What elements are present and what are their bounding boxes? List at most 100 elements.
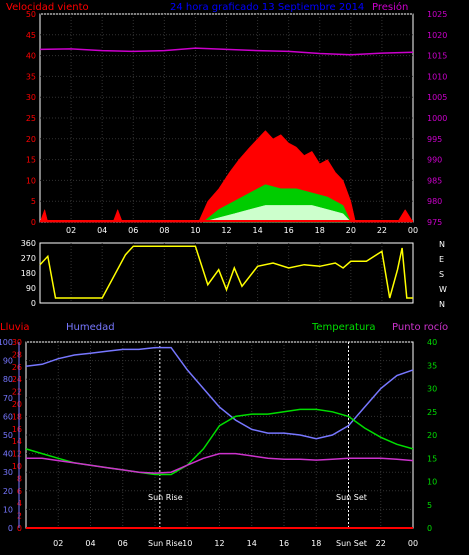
wind-direction-line [39, 245, 413, 299]
rain-y-tick: 20 [12, 400, 22, 409]
wind-x-tick: 10 [190, 226, 200, 235]
temperature-y-tick: 40 [427, 338, 437, 347]
wind-y-tick: 15 [26, 156, 36, 165]
humidity-x-tick: 18 [311, 539, 321, 548]
chart-title: 24 hora graficado 13 Septiembre 2014 [170, 2, 364, 13]
rain-y-tick: 10 [12, 462, 22, 471]
direction-compass-label: E [439, 255, 444, 264]
humidity-y-tick: 80 [3, 375, 13, 384]
humidity-x-tick: 10 [182, 539, 192, 548]
wind-x-tick: 22 [377, 226, 387, 235]
humidity-line [25, 346, 414, 440]
humidity-y-tick: 40 [3, 450, 13, 459]
rain-y-tick: 22 [12, 388, 22, 397]
wind-y-tick: 5 [31, 197, 36, 206]
sunrise-label: Sun Rise [148, 493, 183, 502]
direction-compass-label: N [439, 240, 445, 249]
rain-y-tick: 24 [12, 375, 22, 384]
wind-x-tick: 14 [252, 226, 262, 235]
humidity-y-tick: 20 [3, 487, 13, 496]
temperature-y-tick: 5 [427, 501, 432, 510]
wind-speed-label: Velocidad viento [6, 2, 89, 13]
wind-x-tick: 00 [408, 226, 418, 235]
pressure-y-tick: 1010 [427, 72, 447, 81]
rain-y-tick: 30 [12, 338, 22, 347]
direction-y-tick: 360 [21, 239, 36, 248]
direction-compass-label: N [439, 300, 445, 309]
rain-y-tick: 26 [12, 363, 22, 372]
pressure-y-tick: 1000 [427, 114, 447, 123]
sunset-label: Sun Set [336, 493, 367, 502]
wind-y-tick: 35 [26, 72, 36, 81]
wind-y-tick: 50 [26, 10, 36, 19]
pressure-y-tick: 995 [427, 135, 442, 144]
humidity-y-tick: 30 [3, 468, 13, 477]
humidity-x-tick: 02 [53, 539, 63, 548]
humidity-y-tick: 100 [0, 338, 13, 347]
humidity-x-tick: 06 [118, 539, 128, 548]
sunrise-axis-label: Sun Rise [148, 539, 183, 548]
humidity-x-tick: 12 [214, 539, 224, 548]
rain-y-tick: 0 [17, 524, 22, 533]
wind-x-tick: 04 [97, 226, 107, 235]
wind-x-tick: 12 [221, 226, 231, 235]
humidity-y-tick: 90 [3, 357, 13, 366]
temperature-y-tick: 35 [427, 361, 437, 370]
rain-label: Lluvia [0, 322, 30, 333]
wind-y-tick: 25 [26, 114, 36, 123]
direction-compass-label: W [439, 285, 447, 294]
humidity-label: Humedad [66, 322, 115, 333]
wind-y-tick: 30 [26, 93, 36, 102]
humidity-y-tick: 60 [3, 412, 13, 421]
dewpoint-line [26, 452, 414, 474]
rain-y-tick: 28 [12, 350, 22, 359]
pressure-y-tick: 1020 [427, 31, 447, 40]
wind-y-tick: 0 [31, 218, 36, 227]
humidity-x-tick: 00 [408, 539, 418, 548]
rain-y-tick: 16 [12, 425, 22, 434]
pressure-y-tick: 985 [427, 176, 442, 185]
dewpoint-label: Punto rocío [392, 321, 448, 333]
humidity-y-tick: 70 [3, 394, 13, 403]
direction-y-tick: 180 [21, 269, 36, 278]
temperature-y-tick: 30 [427, 385, 437, 394]
rain-y-tick: 14 [12, 437, 22, 446]
pressure-label: Presión [372, 1, 408, 13]
temperature-y-tick: 0 [427, 524, 432, 533]
temperature-y-tick: 20 [427, 431, 437, 440]
temperature-y-tick: 10 [427, 478, 437, 487]
temperature-y-tick: 25 [427, 408, 437, 417]
humidity-x-tick: 16 [279, 539, 289, 548]
wind-x-tick: 02 [66, 226, 76, 235]
humidity-y-tick: 10 [3, 505, 13, 514]
wind-x-tick: 06 [128, 226, 138, 235]
rain-y-tick: 12 [12, 450, 22, 459]
direction-y-tick: 270 [21, 254, 36, 263]
pressure-y-tick: 980 [427, 197, 442, 206]
wind-y-tick: 20 [26, 135, 36, 144]
wind-x-tick: 20 [346, 226, 356, 235]
wind-x-tick: 18 [315, 226, 325, 235]
wind-x-tick: 08 [159, 226, 169, 235]
rain-y-tick: 18 [12, 412, 22, 421]
wind-x-tick: 16 [284, 226, 294, 235]
direction-y-tick: 90 [26, 284, 36, 293]
pressure-y-tick: 1025 [427, 10, 447, 19]
pressure-y-tick: 975 [427, 218, 442, 227]
pressure-y-tick: 990 [427, 156, 442, 165]
wind-y-tick: 40 [26, 52, 36, 61]
humidity-y-tick: 50 [3, 431, 13, 440]
humidity-x-tick: 14 [247, 539, 257, 548]
temperature-label: Temperatura [311, 322, 376, 333]
humidity-x-tick: 04 [85, 539, 95, 548]
wind-y-tick: 10 [26, 176, 36, 185]
humidity-x-tick: 22 [376, 539, 386, 548]
pressure-y-tick: 1005 [427, 93, 447, 102]
direction-y-tick: 0 [31, 299, 36, 308]
temperature-y-tick: 15 [427, 454, 437, 463]
wind-y-tick: 45 [26, 31, 36, 40]
direction-compass-label: S [439, 270, 444, 279]
pressure-line [39, 47, 414, 56]
sunset-axis-label: Sun Set [336, 539, 367, 548]
